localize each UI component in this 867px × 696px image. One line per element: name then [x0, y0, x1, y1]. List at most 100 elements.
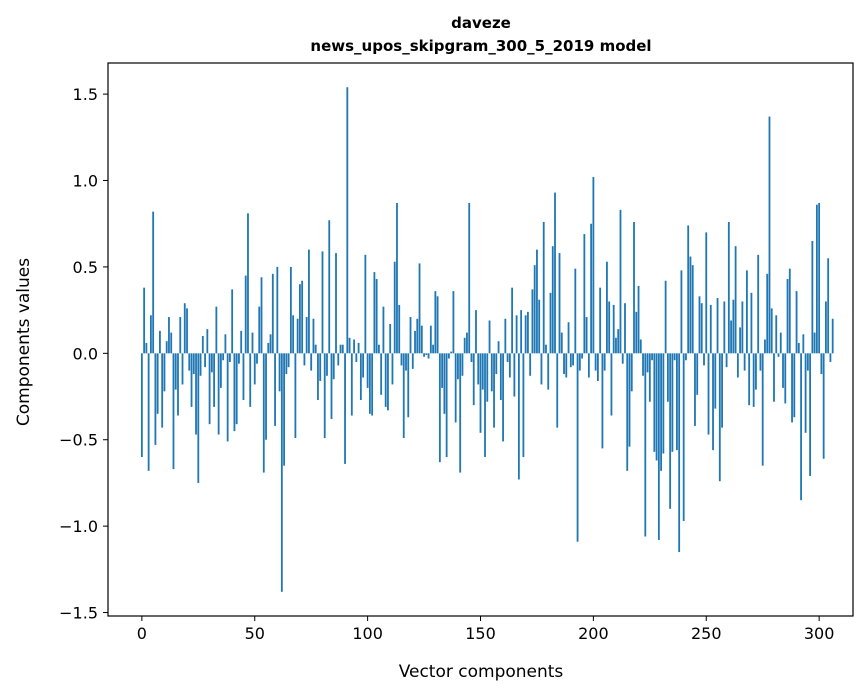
bar-component-282 — [777, 353, 780, 357]
bar-component-291 — [797, 342, 800, 354]
bar-component-97 — [359, 353, 362, 400]
bar-component-219 — [635, 311, 638, 354]
bar-component-76 — [312, 318, 315, 354]
bar-component-213 — [621, 353, 624, 364]
bar-component-153 — [486, 353, 489, 402]
bar-component-124 — [420, 325, 423, 354]
bar-component-111 — [391, 353, 394, 385]
bar-component-123 — [418, 263, 421, 354]
bar-component-33 — [215, 306, 218, 354]
bar-component-259 — [725, 353, 728, 368]
bar-component-138 — [452, 291, 455, 354]
bar-component-270 — [750, 292, 753, 354]
bar-component-88 — [339, 344, 342, 354]
bar-component-103 — [373, 272, 376, 354]
x-tick-label: 200 — [578, 624, 609, 643]
bar-component-10 — [163, 353, 166, 392]
bar-component-306 — [831, 318, 834, 354]
bar-series — [140, 87, 834, 592]
bar-component-246 — [696, 353, 699, 395]
bar-component-120 — [411, 353, 414, 369]
bar-component-125 — [423, 353, 425, 357]
bar-component-115 — [400, 353, 403, 366]
bar-component-221 — [639, 339, 642, 354]
bar-component-187 — [563, 353, 565, 375]
bar-component-238 — [678, 353, 681, 553]
x-tick-label: 100 — [352, 624, 383, 643]
bar-component-242 — [687, 225, 690, 354]
bar-component-78 — [317, 353, 319, 400]
bar-component-268 — [745, 270, 748, 354]
bar-component-201 — [594, 353, 597, 371]
bar-component-17 — [179, 317, 182, 354]
bar-component-235 — [671, 353, 674, 452]
bar-component-149 — [477, 353, 480, 385]
bar-component-66 — [289, 266, 292, 354]
bar-component-57 — [269, 334, 272, 354]
bar-component-35 — [219, 353, 222, 388]
bar-component-212 — [619, 209, 622, 354]
bar-component-145 — [468, 202, 471, 354]
bar-component-6 — [154, 353, 157, 445]
bar-component-287 — [788, 268, 791, 354]
bar-component-275 — [761, 353, 764, 466]
bar-component-191 — [572, 353, 574, 366]
bar-component-298 — [813, 332, 816, 354]
y-tick-label: 1.0 — [73, 172, 98, 191]
bar-component-34 — [217, 353, 220, 435]
bar-component-189 — [567, 322, 570, 354]
bar-component-249 — [703, 353, 705, 366]
bar-component-100 — [366, 353, 369, 388]
bar-component-129 — [432, 344, 434, 354]
bar-component-21 — [188, 353, 191, 371]
x-tick-label: 300 — [804, 624, 835, 643]
bar-component-53 — [260, 277, 263, 354]
bar-component-169 — [522, 353, 525, 458]
bar-component-208 — [610, 353, 613, 416]
bar-component-159 — [499, 353, 502, 400]
bar-component-281 — [775, 315, 778, 354]
bar-component-220 — [637, 285, 640, 354]
bar-component-49 — [251, 332, 254, 354]
bar-component-144 — [466, 332, 468, 354]
bar-component-54 — [262, 353, 265, 473]
bar-component-229 — [657, 353, 660, 540]
bar-component-190 — [569, 353, 572, 368]
bar-component-96 — [357, 342, 360, 354]
bar-component-150 — [479, 353, 482, 433]
bar-component-63 — [283, 353, 285, 466]
bar-component-181 — [549, 292, 552, 354]
bar-component-274 — [759, 353, 762, 371]
bar-component-188 — [565, 353, 568, 378]
bar-component-269 — [748, 353, 751, 406]
bar-component-155 — [490, 353, 493, 392]
bar-component-72 — [303, 353, 306, 366]
bar-component-122 — [416, 318, 419, 354]
bar-component-74 — [308, 249, 310, 354]
bar-component-130 — [434, 291, 437, 354]
bar-component-51 — [256, 353, 258, 364]
bar-component-265 — [739, 327, 742, 354]
bar-component-104 — [375, 279, 378, 354]
bar-component-184 — [556, 353, 559, 428]
bar-component-186 — [560, 332, 563, 354]
bar-component-254 — [714, 353, 717, 409]
bar-component-29 — [206, 329, 209, 354]
y-tick-label: 1.5 — [73, 85, 98, 104]
bar-component-8 — [159, 330, 161, 354]
bar-component-222 — [642, 353, 644, 376]
bar-component-200 — [592, 177, 595, 354]
bar-component-7 — [156, 353, 159, 414]
bar-component-296 — [809, 353, 812, 477]
chart-title-line1: daveze — [451, 14, 511, 32]
bar-component-142 — [461, 353, 464, 376]
x-tick-label: 50 — [245, 624, 265, 643]
bar-component-157 — [495, 353, 498, 375]
x-axis: 0 50 100 150 200 250 300 — [137, 616, 835, 643]
bar-component-227 — [653, 353, 656, 452]
bar-component-121 — [414, 330, 416, 354]
bar-component-118 — [407, 353, 410, 418]
bar-component-250 — [705, 232, 708, 354]
bar-component-256 — [718, 353, 721, 482]
bar-component-204 — [601, 353, 604, 449]
